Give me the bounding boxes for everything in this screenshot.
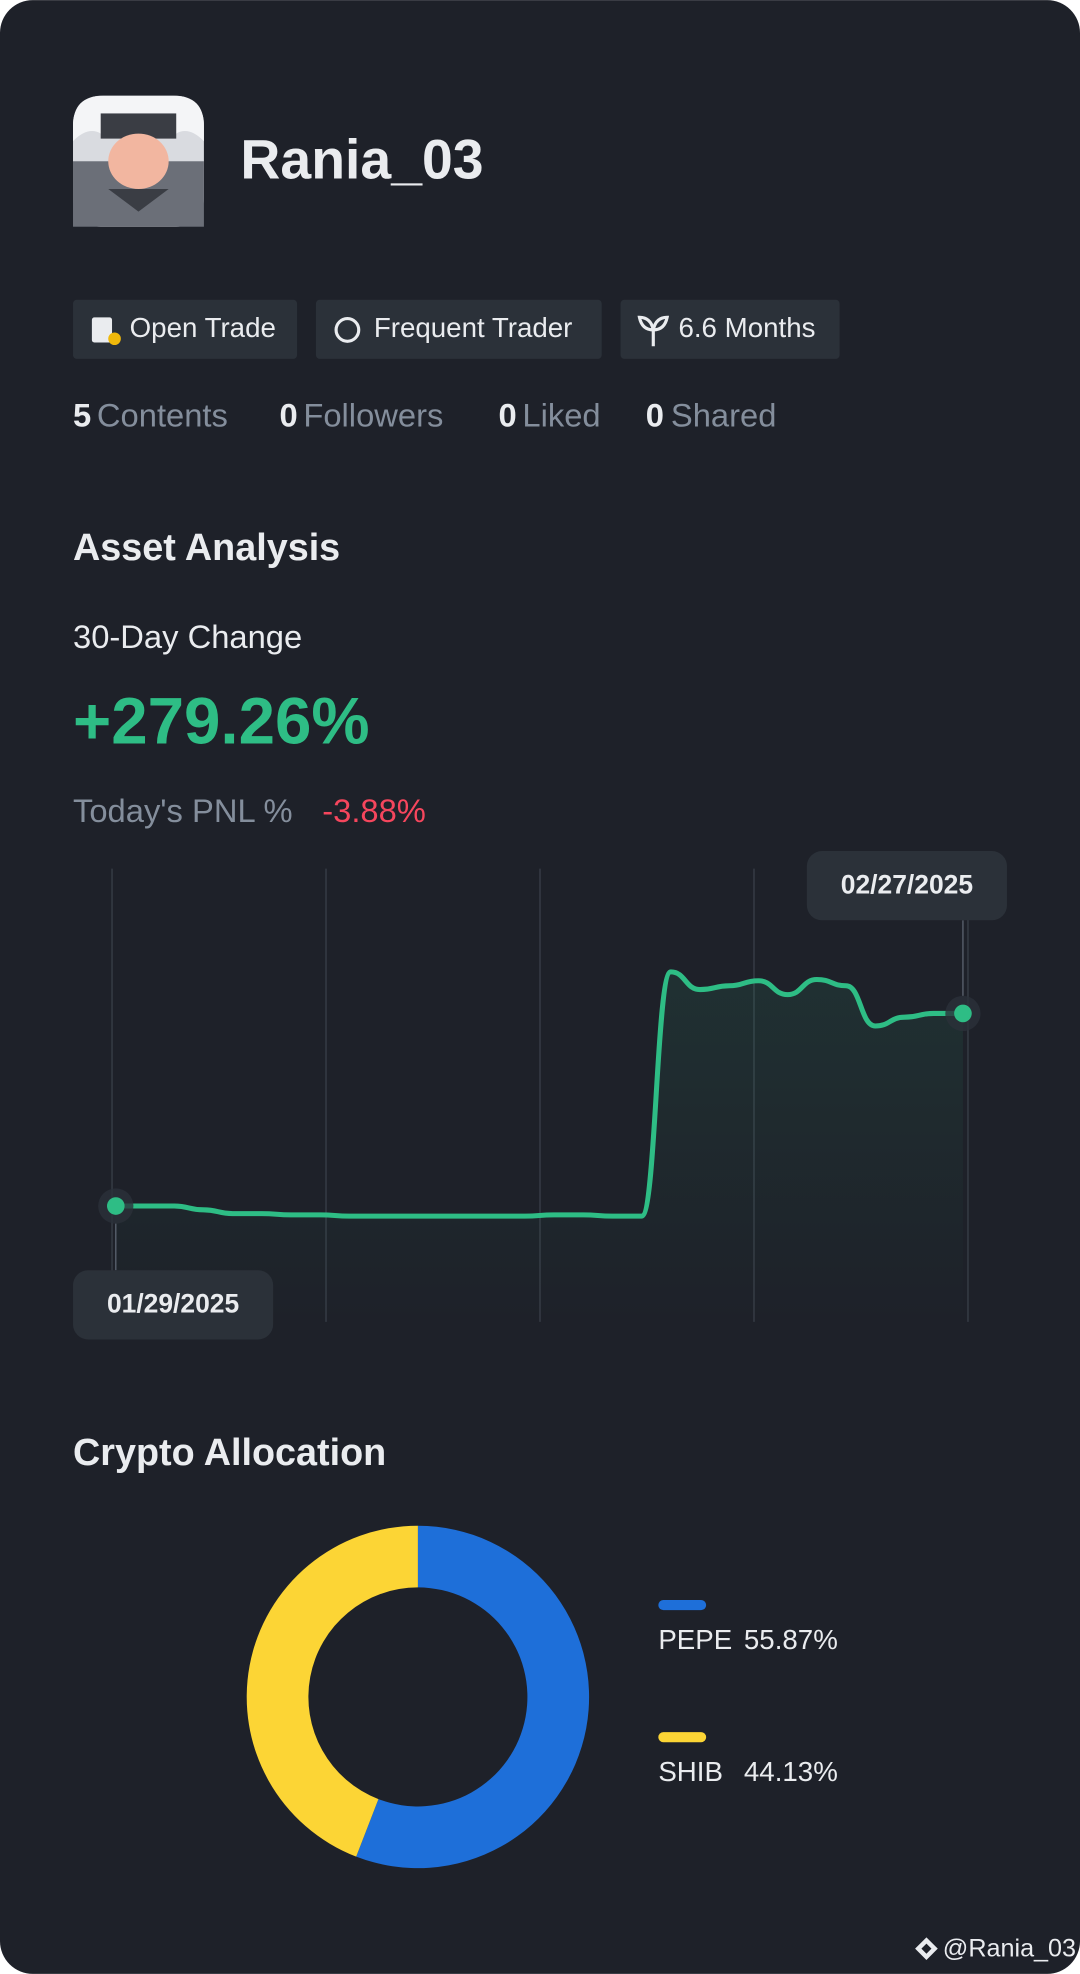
date-label: 02/27/2025 <box>841 869 973 899</box>
pie-slice <box>356 1525 590 1869</box>
legend-swatch <box>658 1600 707 1611</box>
section-title: Crypto Allocation <box>73 1432 386 1474</box>
watermark: @Rania_03 <box>943 1935 1076 1963</box>
legend-value: 55.87% <box>744 1624 838 1655</box>
tooltip-bg <box>73 1270 274 1340</box>
tooltip-bg <box>806 851 1007 921</box>
legend-label: SHIB <box>658 1756 723 1787</box>
badge-icon <box>91 315 670 347</box>
change-value: +279.26% <box>73 685 370 758</box>
legend-swatch <box>658 1732 707 1743</box>
legend-value: 44.13% <box>744 1756 838 1787</box>
badge-bg <box>73 299 298 359</box>
stat-label: Shared <box>671 397 777 434</box>
line-area <box>115 971 963 1322</box>
badge: 6.6 Months <box>678 312 815 343</box>
point <box>106 1197 125 1215</box>
badge-bg <box>620 299 840 359</box>
change-label: 30-Day Change <box>73 618 302 655</box>
badge: Open Trade <box>130 312 276 343</box>
stat-label: Followers <box>303 397 443 434</box>
pie-slice <box>246 1525 418 1857</box>
username: Rania_03 <box>240 128 483 190</box>
pnl-value: -3.88% <box>322 792 426 829</box>
avatar <box>73 95 204 227</box>
stat-count: 0 <box>279 397 297 434</box>
stat-label: Liked <box>522 397 600 434</box>
stat-count: 0 <box>498 397 516 434</box>
date-label: 01/29/2025 <box>107 1288 239 1318</box>
stat-label: Contents <box>97 397 228 434</box>
pnl-label: Today's PNL % <box>73 792 293 829</box>
stat-count: 0 <box>646 397 664 434</box>
badge: Frequent Trader <box>374 312 573 343</box>
line <box>115 969 963 1219</box>
watermark-icon <box>915 1937 938 1961</box>
badge-bg <box>315 299 602 359</box>
stat-count: 5 <box>73 397 91 434</box>
point <box>954 1004 972 1023</box>
section-title: Asset Analysis <box>73 527 340 569</box>
legend-label: PEPE <box>658 1624 732 1655</box>
